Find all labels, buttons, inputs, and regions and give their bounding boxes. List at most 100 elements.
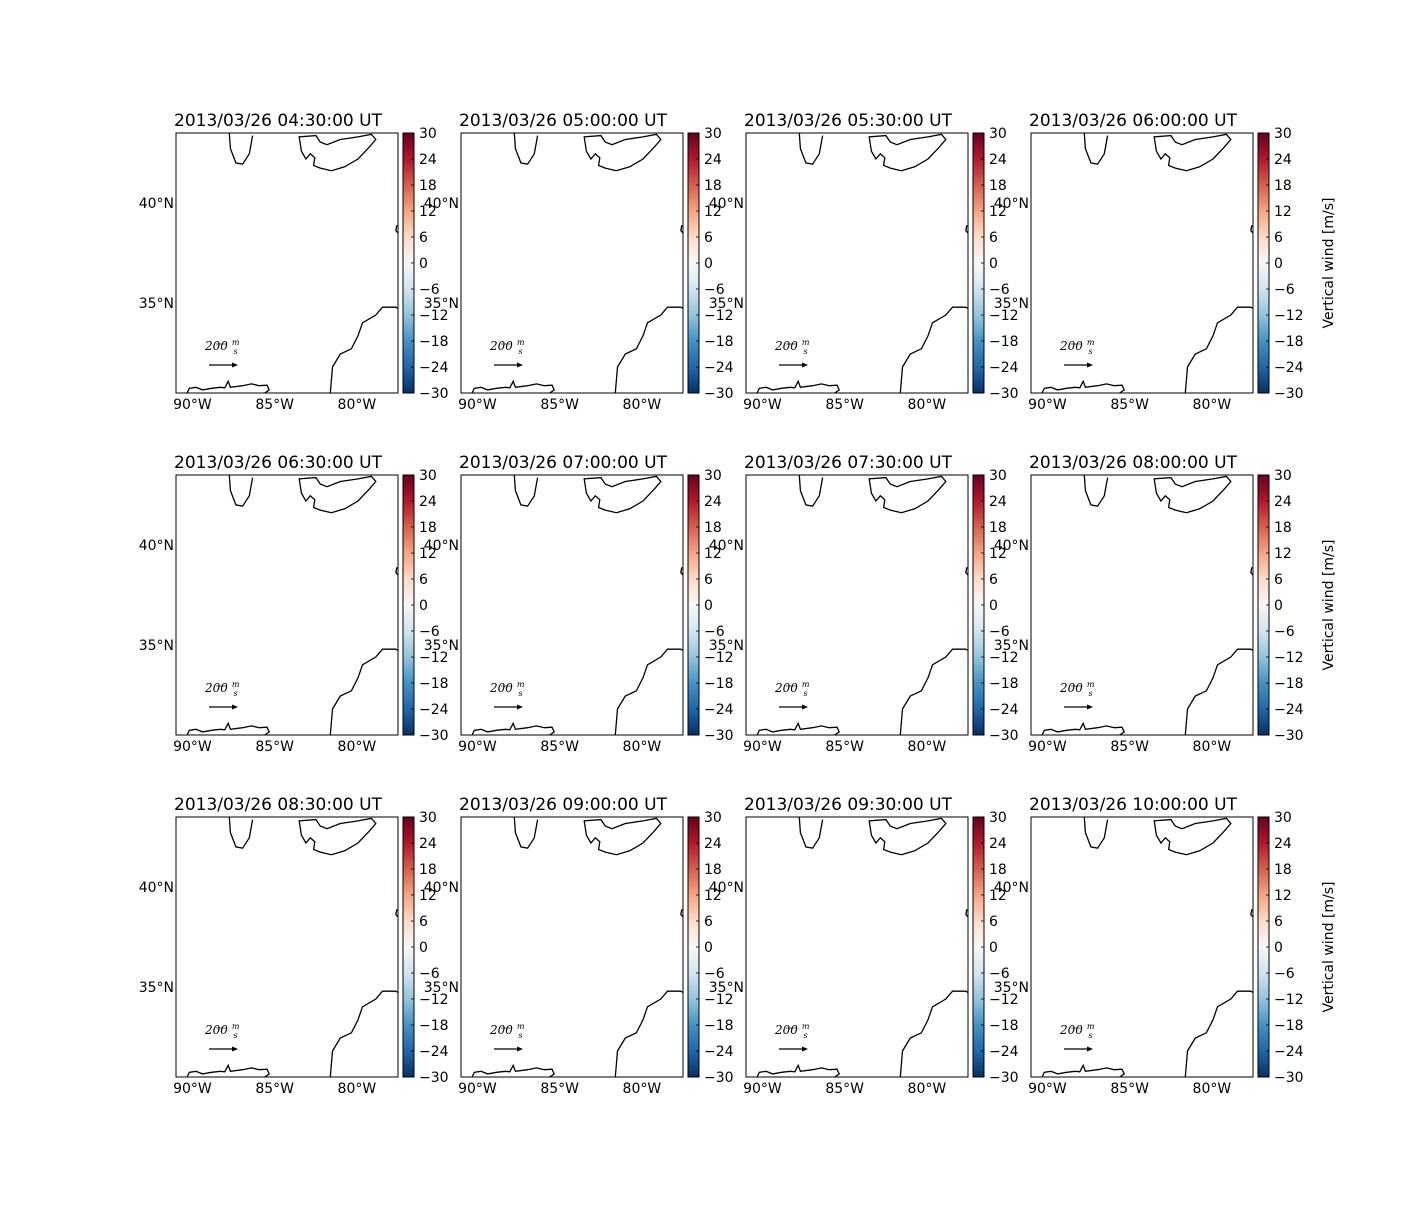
colorbar-tick-label: −18 xyxy=(419,334,449,350)
colorbar-tick-label: 0 xyxy=(704,256,713,272)
colorbar-tick-label: 6 xyxy=(1274,230,1283,246)
quiver-key-unit-den: s xyxy=(234,1031,238,1040)
colorbar-tick-label: −24 xyxy=(989,360,1019,376)
lake-erie-coastline xyxy=(298,475,377,514)
quiver-key-arrow-head xyxy=(517,362,523,368)
map-plot-area xyxy=(461,133,683,393)
lake-erie-coastline xyxy=(298,133,377,172)
lat-tick-label: 40°N xyxy=(139,880,174,896)
quiver-key-unit-num: m xyxy=(802,1022,810,1031)
colorbar-tick-label: −12 xyxy=(989,992,1019,1008)
map-panel-2: 2013/03/26 05:00:00 UT 90°W 85°W 80°W 40°N 35… xyxy=(424,111,767,413)
map-frame xyxy=(745,132,969,394)
colorbar-tick-label: −18 xyxy=(989,334,1019,350)
colorbar-tick-label: 6 xyxy=(704,572,713,588)
gulf-coastline xyxy=(756,1063,841,1078)
map-plot-area xyxy=(746,133,968,393)
colorbar-tick-label: 0 xyxy=(419,256,428,272)
colorbar-tick-label: −6 xyxy=(989,966,1010,982)
lake-michigan-coastline xyxy=(513,474,539,507)
quiver-key-label: 200 m s xyxy=(1059,338,1095,356)
quiver-key-label: 200 m s xyxy=(489,338,525,356)
colorbar-tick-label: 30 xyxy=(989,126,1007,142)
gulf-coastline xyxy=(1041,721,1126,736)
quiver-key-label: 200 m s xyxy=(1059,1022,1095,1040)
atlantic-coastline xyxy=(614,648,684,736)
colorbar-tick-label: −30 xyxy=(419,728,449,744)
coast-fragment xyxy=(395,567,399,576)
atlantic-coastline xyxy=(899,648,969,736)
atlantic-coastline xyxy=(1184,990,1254,1078)
panel-title: 2013/03/26 06:00:00 UT xyxy=(1029,111,1238,131)
colorbar-tick-label: −6 xyxy=(1274,624,1295,640)
quiver-key-unit-den: s xyxy=(519,689,523,698)
colorbar-tick-label: 0 xyxy=(989,598,998,614)
map-plot-area xyxy=(176,133,398,393)
map-frame xyxy=(745,816,969,1078)
map-frame xyxy=(1030,132,1254,394)
map-frame xyxy=(460,474,684,736)
colorbar-tick-label: 24 xyxy=(1274,836,1292,852)
quiver-key-arrow-head xyxy=(802,362,808,368)
lon-tick-label: 80°W xyxy=(623,397,662,413)
colorbar-tick-label: −6 xyxy=(704,966,725,982)
colorbar-tick-label: 6 xyxy=(419,914,428,930)
colorbar-tick-label: −6 xyxy=(419,624,440,640)
colorbar-tick-label: 0 xyxy=(1274,598,1283,614)
lat-tick-label: 40°N xyxy=(994,538,1029,554)
colorbar-tick-label: 6 xyxy=(989,914,998,930)
colorbar-tick-label: 30 xyxy=(1274,810,1292,826)
atlantic-coastline xyxy=(1184,648,1254,736)
colorbar-tick-label: 30 xyxy=(1274,126,1292,142)
colorbar-tick-label: 12 xyxy=(989,546,1007,562)
colorbar-tick-label: 30 xyxy=(989,468,1007,484)
gulf-coastline xyxy=(186,1063,271,1078)
lat-tick-label: 40°N xyxy=(709,880,744,896)
map-plot-area xyxy=(1031,817,1253,1077)
map-plot-area xyxy=(461,475,683,735)
gulf-coastline xyxy=(756,721,841,736)
coast-fragment xyxy=(965,567,969,576)
colorbar-tick-label: 18 xyxy=(704,178,722,194)
panel-title: 2013/03/26 07:30:00 UT xyxy=(744,453,953,473)
coast-fragment xyxy=(680,225,684,234)
lon-tick-label: 85°W xyxy=(255,397,294,413)
lon-tick-label: 80°W xyxy=(338,739,377,755)
gulf-coastline xyxy=(1041,379,1126,394)
quiver-key-unit-num: m xyxy=(232,338,240,347)
coast-fragment xyxy=(680,909,684,918)
gulf-coastline xyxy=(471,1063,556,1078)
colorbar-tick-label: −30 xyxy=(989,1070,1019,1086)
lat-tick-label: 40°N xyxy=(709,196,744,212)
lon-tick-label: 80°W xyxy=(338,1081,377,1097)
colorbar-tick-label: 6 xyxy=(989,572,998,588)
colorbar-tick-label: 24 xyxy=(1274,494,1292,510)
map-plot-area xyxy=(1031,475,1253,735)
lake-michigan-coastline xyxy=(1083,474,1109,507)
colorbar-tick-label: 30 xyxy=(704,468,722,484)
colorbar-tick-label: −18 xyxy=(704,676,734,692)
map-panel-1: 2013/03/26 04:30:00 UT 90°W 85°W 80°W 40°N 35… xyxy=(139,111,482,413)
quiver-key-unit-num: m xyxy=(1087,1022,1095,1031)
lat-tick-label: 35°N xyxy=(709,980,744,996)
map-plot-area xyxy=(176,475,398,735)
lon-tick-label: 90°W xyxy=(173,739,212,755)
lake-erie-coastline xyxy=(1153,817,1232,856)
colorbar-tick-label: 30 xyxy=(419,810,437,826)
colorbar-tick-label: 24 xyxy=(1274,152,1292,168)
colorbar-tick-label: 18 xyxy=(989,520,1007,536)
quiver-key-label: 200 m s xyxy=(204,680,240,698)
colorbar-tick-label: 6 xyxy=(704,914,713,930)
colorbar-tick-label: −12 xyxy=(704,650,734,666)
colorbar-tick-label: −6 xyxy=(419,966,440,982)
colorbar-tick-label: −12 xyxy=(419,650,449,666)
colorbar-tick-label: −12 xyxy=(1274,650,1304,666)
lake-michigan-coastline xyxy=(513,132,539,165)
quiver-key-arrow-head xyxy=(232,704,238,710)
lon-tick-label: 80°W xyxy=(1193,739,1232,755)
colorbar-tick-label: 18 xyxy=(419,178,437,194)
colorbar-tick-label: 30 xyxy=(989,810,1007,826)
lon-tick-label: 90°W xyxy=(743,1081,782,1097)
colorbar-tick-label: −18 xyxy=(704,1018,734,1034)
colorbar-tick-label: −18 xyxy=(419,676,449,692)
